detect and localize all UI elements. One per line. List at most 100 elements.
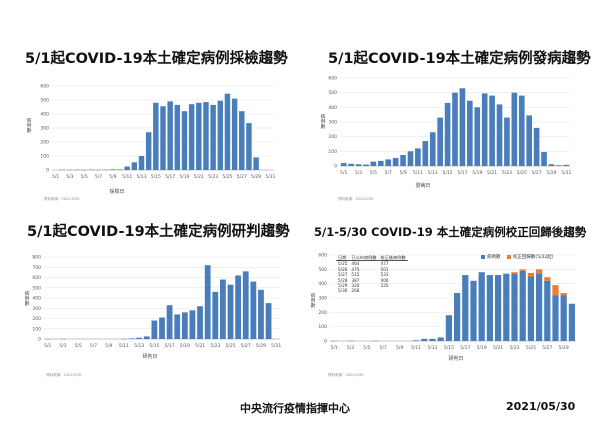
bar <box>138 156 145 170</box>
bar <box>265 303 272 339</box>
y-tick-label: 200 <box>328 134 337 140</box>
y-tick-label: 100 <box>32 326 41 332</box>
bar <box>159 317 165 339</box>
y-tick-label: 500 <box>40 98 49 104</box>
bar <box>421 338 428 341</box>
bar <box>544 280 551 341</box>
bar <box>117 169 123 170</box>
bar <box>197 306 203 339</box>
bar <box>196 102 202 170</box>
bar <box>452 92 458 166</box>
x-tick-label: 5/5 <box>81 174 88 180</box>
bar-correction <box>544 277 551 281</box>
x-tick-label: 5/13 <box>428 170 438 176</box>
y-tick-label: 700 <box>32 265 41 271</box>
y-tick-label: 0 <box>46 168 49 174</box>
legend-swatch-cases <box>481 254 485 259</box>
x-tick-label: 5/29 <box>251 174 261 180</box>
bar <box>370 161 377 166</box>
bar-correction <box>552 285 559 296</box>
x-tick-label: 5/25 <box>526 345 536 351</box>
y-tick-label: 0 <box>324 339 327 345</box>
bar <box>203 102 209 170</box>
x-tick-label: 5/3 <box>66 174 73 180</box>
x-tick-label: 5/13 <box>136 174 146 180</box>
table-row: 5/26 475 501 <box>336 267 408 272</box>
table-header-cell: 校正後病例數 <box>378 255 408 262</box>
bar <box>459 88 466 166</box>
chart-plot-sampling: 0 100 200 300 400 500 600 5/1 5/3 5/5 5/7 5/9 5/11 5/… <box>26 84 276 196</box>
x-tick-label: 5/19 <box>472 170 482 176</box>
table-row: 5/30 266 <box>336 288 408 293</box>
x-tick-label: 5/7 <box>90 343 97 349</box>
table-cell: 477 <box>380 261 389 267</box>
bar <box>166 305 173 339</box>
table-cell: 501 <box>380 266 389 272</box>
bar <box>481 93 488 166</box>
bar <box>453 292 461 341</box>
x-tick-label: 5/21 <box>194 174 204 180</box>
bar-correction <box>511 272 518 274</box>
x-tick-label: 5/17 <box>457 170 467 176</box>
bar <box>400 155 406 166</box>
bar <box>110 169 116 170</box>
table-cell: 5/28 <box>338 277 348 283</box>
bar <box>445 315 453 341</box>
x-tick-label: 5/23 <box>208 174 218 180</box>
y-tick-label: 400 <box>32 296 41 302</box>
y-tick-label: 600 <box>32 275 41 281</box>
table-header-row: 日期 已公布病例數 校正後病例數 <box>336 255 408 262</box>
bar <box>145 132 152 170</box>
y-tick-label: 100 <box>318 324 327 330</box>
legend-label: 病例數 <box>487 255 501 260</box>
x-tick-label: 5/29 <box>256 343 266 349</box>
chart-plot-corrected: 0 100 200 300 400 500 600 5/1 5/3 5/5 5/7 5/9 5/11 5/… <box>310 253 576 362</box>
table-cell: 515 <box>351 272 360 278</box>
table-cell: 464 <box>351 261 360 267</box>
bar <box>153 102 159 170</box>
table-cell: 5/29 <box>338 283 348 289</box>
correction-table: 日期 已公布病例數 校正後病例數 5/25 464 477 5/26 475 501 5… <box>336 255 408 294</box>
x-axis-label: 採檢日 <box>109 188 124 195</box>
y-axis-label: 病例數 <box>320 113 325 130</box>
chart-plot-diagnosis: 0 100 200 300 400 500 600 700 800 5/1 5/3 5/5 5/7 5/9… <box>24 255 282 361</box>
x-tick-label: 5/15 <box>149 343 159 349</box>
x-tick-label: 5/5 <box>363 345 370 351</box>
y-tick-label: 400 <box>318 281 327 287</box>
bar <box>407 151 414 166</box>
x-tick-label: 5/27 <box>237 174 247 180</box>
bar <box>429 132 436 166</box>
y-tick-label: 100 <box>40 154 49 160</box>
bar <box>519 270 526 341</box>
chart-note: 資料來源：2021/5/30 <box>44 197 80 201</box>
x-tick-label: 5/11 <box>122 174 132 180</box>
chart-title: 5/1起COVID-19本土確定病例研判趨勢 <box>27 224 290 240</box>
x-tick-label: 5/5 <box>370 170 377 176</box>
bar <box>174 104 181 170</box>
bar <box>210 104 216 170</box>
chart-title: 5/1起COVID-19本土確定病例採檢趨勢 <box>25 51 288 67</box>
bar <box>392 157 399 166</box>
x-tick-label: 5/25 <box>222 174 232 180</box>
bar <box>535 273 543 341</box>
x-tick-label: 5/29 <box>546 170 556 176</box>
bar <box>533 127 540 166</box>
x-tick-label: 5/15 <box>443 170 453 176</box>
legend-swatch-correction <box>506 254 511 259</box>
bar <box>470 280 477 341</box>
bar <box>462 275 469 341</box>
bar <box>474 107 481 166</box>
chart-panel-onset: 5/1起COVID-19本土確定病例發病趨勢 資料來源：2021/5/30 0 1… <box>318 40 591 210</box>
x-tick-label: 5/17 <box>460 345 470 351</box>
x-tick-label: 5/1 <box>52 174 59 180</box>
x-tick-label: 5/25 <box>225 343 235 349</box>
x-axis-label: 研判日 <box>448 355 463 362</box>
bar <box>489 95 495 166</box>
bar <box>511 92 518 166</box>
chart-note: 資料來源：2021/5/30 <box>338 197 374 201</box>
chart-panel-diagnosis: 5/1起COVID-19本土確定病例研判趨勢 資料來源：2021/5/30 0 1… <box>22 215 292 385</box>
bar <box>253 157 259 170</box>
x-tick-label: 5/27 <box>532 170 542 176</box>
x-tick-label: 5/23 <box>502 170 512 176</box>
x-tick-label: 5/1 <box>44 343 51 349</box>
